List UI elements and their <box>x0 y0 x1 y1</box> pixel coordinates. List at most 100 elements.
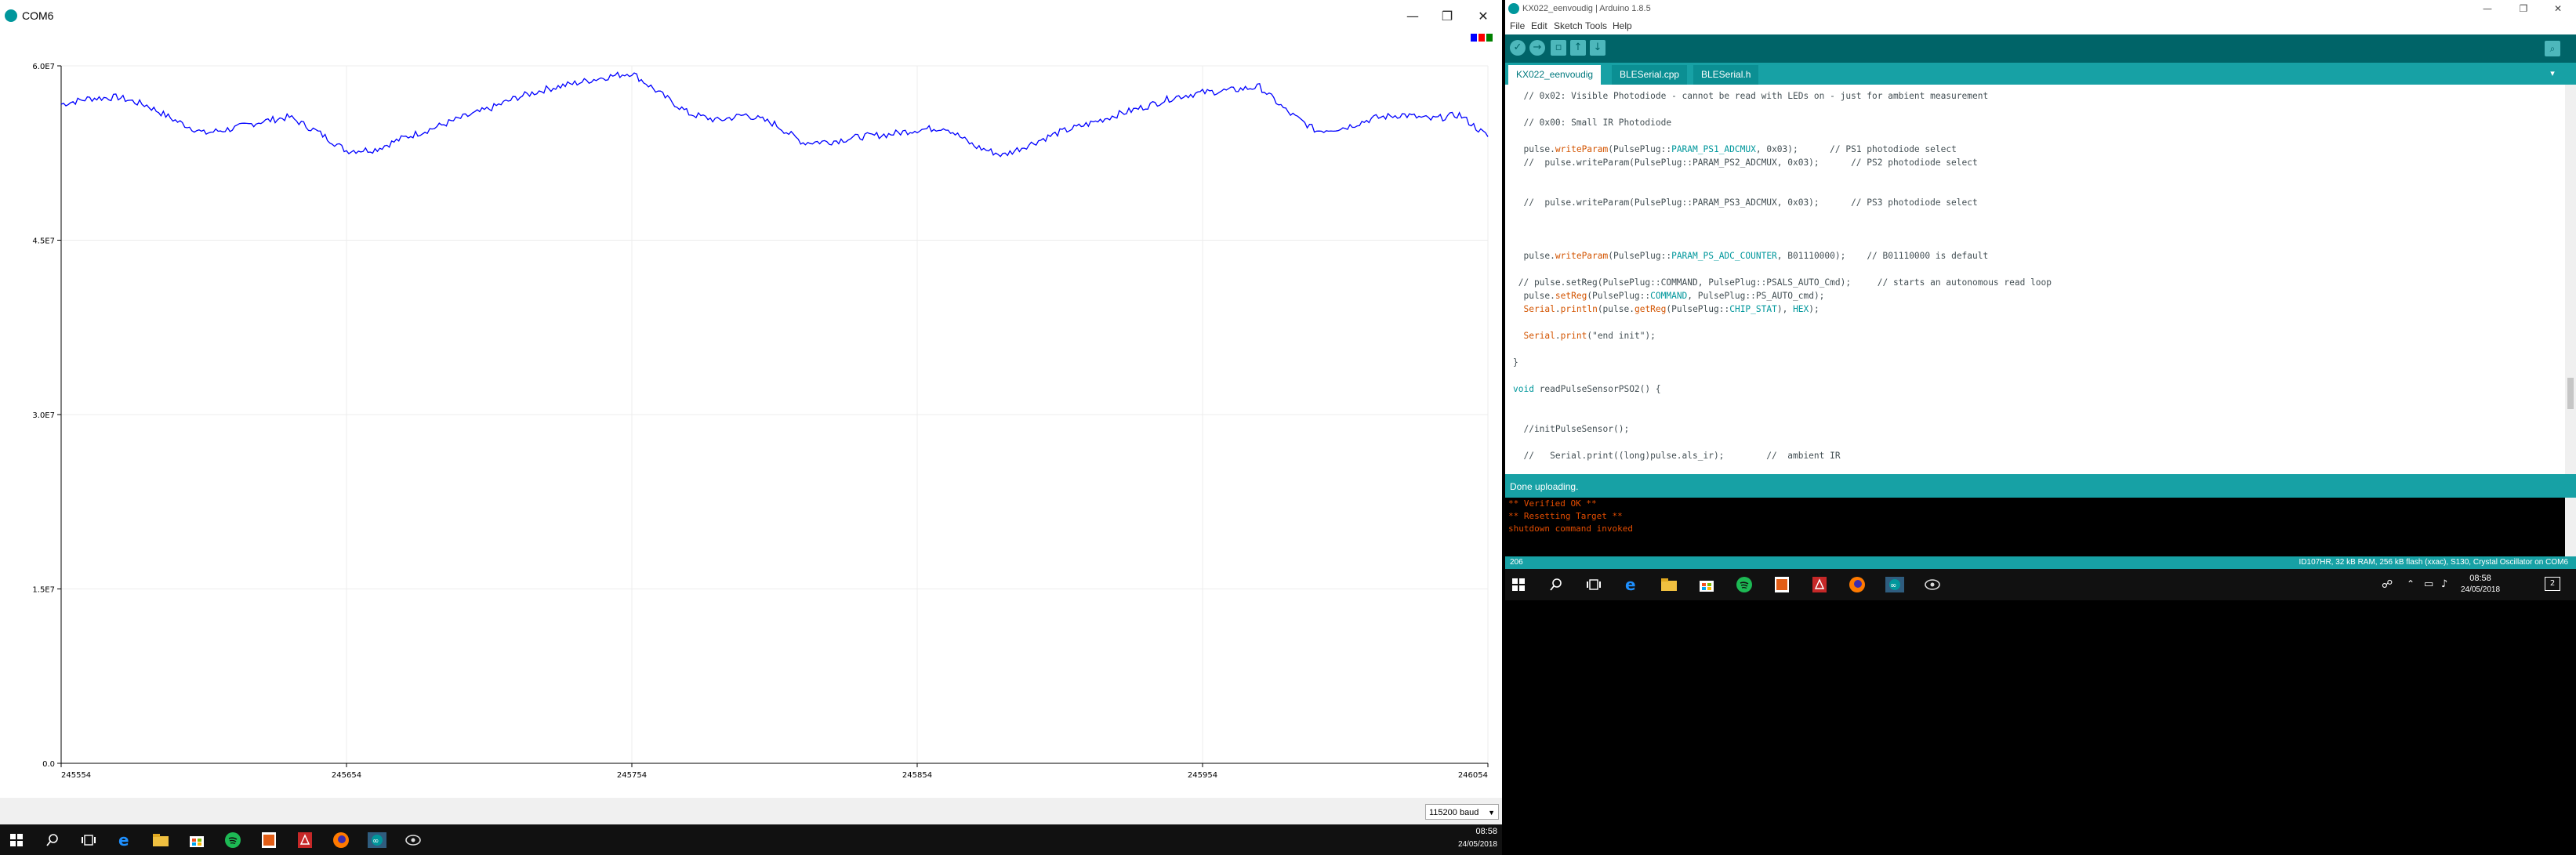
board-info: ID107HR, 32 kB RAM, 256 kB flash (xxac),… <box>2298 558 2568 567</box>
clock-time[interactable]: 08:58 <box>2469 574 2491 583</box>
store-icon[interactable] <box>1696 574 1717 595</box>
arduino-app-icon <box>5 9 17 22</box>
code-line: } <box>1513 357 1518 368</box>
svg-text:∞: ∞ <box>1890 581 1896 590</box>
x-tick-label: 246054 <box>1458 771 1488 780</box>
menu-sketch[interactable]: Sketch <box>1554 20 1583 31</box>
x-tick-label: 245754 <box>617 771 647 780</box>
code-line: // 0x02: Visible Photodiode - cannot be … <box>1513 91 1989 101</box>
tab-menu-button[interactable]: ▾ <box>2550 68 2555 78</box>
clock-date[interactable]: 24/05/2018 <box>2460 585 2501 594</box>
taskbar-left: e ∞ 08:58 24/05/2018 <box>0 824 1502 855</box>
plotter-titlebar[interactable]: COM6 — ❐ ✕ <box>0 0 1502 42</box>
file-explorer-icon[interactable] <box>1659 574 1679 595</box>
baud-rate-select[interactable]: 115200 baud ▼ <box>1425 804 1499 820</box>
verify-button[interactable]: ✓ <box>1510 40 1526 56</box>
search-icon[interactable] <box>1546 574 1566 595</box>
file-explorer-icon[interactable] <box>151 830 171 850</box>
firefox-icon[interactable] <box>331 830 351 850</box>
minimize-button[interactable]: — <box>2483 3 2492 14</box>
status-message: Done uploading. <box>1510 481 1579 492</box>
store-icon[interactable] <box>187 830 207 850</box>
arduino-icon[interactable]: ∞ <box>367 830 387 850</box>
maximize-button[interactable]: ❐ <box>1441 9 1453 24</box>
menu-edit[interactable]: Edit <box>1531 20 1547 31</box>
task-view-icon[interactable] <box>1584 574 1604 595</box>
acrobat-icon[interactable] <box>295 830 315 850</box>
chevron-up-icon[interactable]: ⌃ <box>2407 578 2415 589</box>
code-line: Serial.println(pulse.getReg(PulsePlug::C… <box>1523 304 1820 314</box>
plotter-title: COM6 <box>22 9 54 22</box>
console-scrollbar[interactable] <box>2565 498 2576 556</box>
edge-icon[interactable]: e <box>114 830 135 850</box>
upload-button[interactable]: → <box>1529 40 1545 56</box>
taskbar-right-icons: e ∞ <box>1505 569 1943 600</box>
x-tick-label: 245654 <box>332 771 361 780</box>
console-line: ** Verified OK ** <box>1508 498 1597 509</box>
x-tick-label: 245854 <box>902 771 932 780</box>
ide-tabbar: KX022_eenvoudig BLESerial.cpp BLESerial.… <box>1505 63 2576 85</box>
maximize-button[interactable]: ❐ <box>2519 3 2528 14</box>
code-line: pulse.writeParam(PulsePlug::PARAM_PS_ADC… <box>1513 251 1989 261</box>
series-line <box>60 71 1489 158</box>
code-editor[interactable]: // 0x02: Visible Photodiode - cannot be … <box>1505 85 2576 474</box>
legend-swatch-red[interactable] <box>1478 34 1485 42</box>
spotify-icon[interactable] <box>223 830 243 850</box>
network-icon[interactable]: ▭ <box>2424 578 2434 590</box>
code-line: //initPulseSensor(); <box>1513 424 1630 434</box>
people-icon[interactable]: ☍ <box>2382 578 2393 591</box>
notification-button[interactable]: 2 <box>2545 577 2560 591</box>
windows-icon[interactable] <box>1508 574 1529 595</box>
serial-monitor-button[interactable]: ⌕ <box>2545 41 2560 56</box>
firefox-icon[interactable] <box>1847 574 1867 595</box>
code-line: // pulse.writeParam(PulsePlug::PARAM_PS3… <box>1513 197 1978 208</box>
edge-icon[interactable]: e <box>1621 574 1642 595</box>
close-button[interactable]: ✕ <box>2553 3 2563 14</box>
arduino-icon[interactable]: ∞ <box>1885 574 1905 595</box>
new-sketch-button[interactable]: ▫ <box>1551 40 1566 56</box>
save-sketch-button[interactable]: ↓ <box>1590 40 1605 56</box>
settings-icon[interactable] <box>403 830 423 850</box>
clock-time[interactable]: 08:58 <box>1475 827 1497 836</box>
spotify-icon[interactable] <box>1734 574 1754 595</box>
legend-swatch-blue[interactable] <box>1471 34 1477 42</box>
legend-swatch-green[interactable] <box>1486 34 1493 42</box>
code-line: // pulse.setReg(PulsePlug::COMMAND, Puls… <box>1513 277 2052 288</box>
plot-chart: 6.0E7 4.5E7 3.0E7 1.5E7 0.0 245554 245654 24575… <box>32 63 1489 780</box>
open-sketch-button[interactable]: ↑ <box>1570 40 1586 56</box>
photoshop-icon[interactable] <box>259 830 279 850</box>
settings-icon[interactable] <box>1922 574 1943 595</box>
minimize-button[interactable]: — <box>1406 9 1419 24</box>
menu-file[interactable]: File <box>1510 20 1526 31</box>
acrobat-icon[interactable] <box>1809 574 1830 595</box>
ide-footer: 206 ID107HR, 32 kB RAM, 256 kB flash (xx… <box>1505 556 2576 569</box>
tab-bleserial-h[interactable]: BLESerial.h <box>1693 65 1759 85</box>
editor-scrollbar-thumb[interactable] <box>2567 378 2574 409</box>
clock-date[interactable]: 24/05/2018 <box>1457 840 1497 849</box>
tab-kx022-eenvoudig[interactable]: KX022_eenvoudig <box>1508 65 1602 85</box>
console-line: shutdown command invoked <box>1508 524 1633 534</box>
windows-icon[interactable] <box>6 830 27 850</box>
photoshop-icon[interactable] <box>1772 574 1792 595</box>
arduino-app-icon <box>1508 3 1519 14</box>
ide-titlebar[interactable]: KX022_eenvoudig | Arduino 1.8.5 — ❐ ✕ <box>1505 0 2576 17</box>
arduino-ide-window: KX022_eenvoudig | Arduino 1.8.5 — ❐ ✕ Fi… <box>1505 0 2576 600</box>
y-tick-label: 6.0E7 <box>32 63 55 71</box>
taskbar-left-icons: e ∞ <box>0 824 423 855</box>
notification-count: 2 <box>2549 579 2556 588</box>
search-icon[interactable] <box>42 830 63 850</box>
volume-icon[interactable]: ♪ <box>2441 578 2448 590</box>
chevron-down-icon: ▼ <box>1488 809 1495 817</box>
code-line: pulse.writeParam(PulsePlug::PARAM_PS1_AD… <box>1513 144 1957 154</box>
code-line: // 0x00: Small IR Photodiode <box>1513 118 1672 128</box>
code-line: // pulse.writeParam(PulsePlug::PARAM_PS2… <box>1513 158 1978 168</box>
tab-bleserial-cpp[interactable]: BLESerial.cpp <box>1612 65 1688 85</box>
menu-help[interactable]: Help <box>1613 20 1632 31</box>
task-view-icon[interactable] <box>78 830 99 850</box>
menu-tools[interactable]: Tools <box>1585 20 1608 31</box>
close-button[interactable]: ✕ <box>1478 9 1489 24</box>
editor-scrollbar[interactable] <box>2565 85 2576 474</box>
line-number: 206 <box>1510 558 1523 567</box>
console-output[interactable]: ** Verified OK ** ** Resetting Target **… <box>1505 498 2576 556</box>
svg-text:e: e <box>1625 577 1636 592</box>
